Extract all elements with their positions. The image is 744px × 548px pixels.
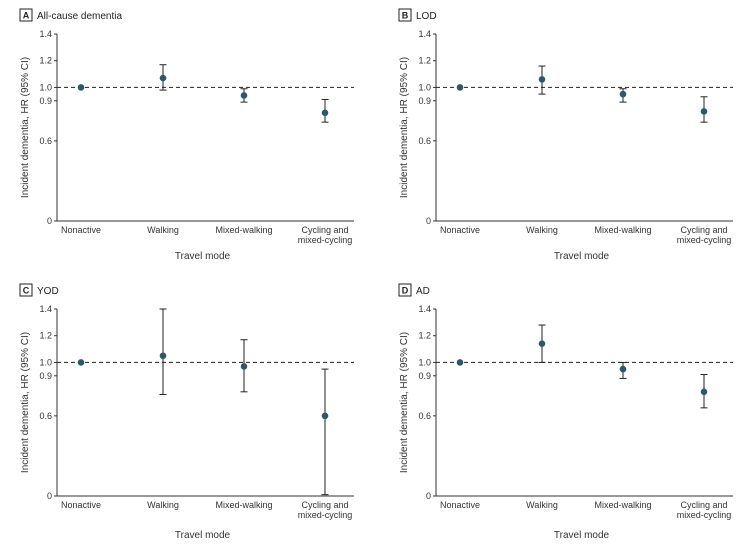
hr-point <box>321 412 329 420</box>
y-tick-label: 0.9 <box>39 96 52 106</box>
y-tick-label: 0.9 <box>39 371 52 381</box>
hr-point <box>456 84 464 91</box>
hr-point <box>77 359 85 366</box>
y-tick-label: 0.6 <box>418 136 431 146</box>
y-axis-title: Incident dementia, HR (95% CI) <box>399 57 410 198</box>
y-tick-label: 1.2 <box>418 56 431 66</box>
y-tick-label: 0.6 <box>418 411 431 421</box>
panel-title: AD <box>416 286 430 297</box>
y-tick-label: 0 <box>426 491 431 501</box>
category-label: Cycling and mixed-cycling <box>677 500 732 520</box>
panel-d: D AD 0 0.6 0.9 1.0 1.2 1.4 Incident dementia, HR… <box>398 283 733 541</box>
hr-point <box>240 92 248 99</box>
hr-point <box>538 76 546 83</box>
y-tick-label: 1.0 <box>39 357 52 367</box>
panel-title: YOD <box>37 286 59 297</box>
hr-point <box>240 363 248 370</box>
panel-letter-box <box>398 8 412 22</box>
hr-point <box>700 108 708 115</box>
y-tick-label: 1.2 <box>39 56 52 66</box>
panel-letter: C <box>23 286 30 296</box>
category-label: Nonactive <box>61 225 101 235</box>
y-tick-label: 1.0 <box>39 82 52 92</box>
panel-b: B LOD 0 0.6 0.9 1.0 1.2 1.4 Incident dementia, H… <box>398 8 733 262</box>
y-tick-label: 1.2 <box>418 331 431 341</box>
y-tick-label: 1.0 <box>418 357 431 367</box>
category-label: Mixed-walking <box>594 225 651 235</box>
hr-point <box>619 90 627 98</box>
y-tick-label: 1.4 <box>39 29 52 39</box>
hr-point <box>538 340 546 348</box>
panel-title: LOD <box>416 11 437 22</box>
panel-letter-box <box>19 8 33 22</box>
x-axis-title: Travel mode <box>175 530 231 541</box>
y-tick-label: 1.4 <box>39 304 52 314</box>
y-tick-label: 1.4 <box>418 29 431 39</box>
y-axis-title: Incident dementia, HR (95% CI) <box>20 332 31 473</box>
category-label: Cycling and mixed-cycling <box>298 500 353 520</box>
hr-point <box>321 109 329 117</box>
category-label: Walking <box>147 500 179 510</box>
category-label: Nonactive <box>440 500 480 510</box>
y-axis-title: Incident dementia, HR (95% CI) <box>399 332 410 473</box>
hr-point <box>77 84 85 91</box>
panel-letter: B <box>402 11 409 21</box>
y-tick-label: 1.0 <box>418 82 431 92</box>
category-label: Nonactive <box>61 500 101 510</box>
category-label: Cycling and mixed-cycling <box>677 225 732 245</box>
y-tick-label: 0.6 <box>39 136 52 146</box>
category-label: Mixed-walking <box>215 225 272 235</box>
y-tick-label: 0 <box>426 216 431 226</box>
panel-letter: D <box>402 286 409 296</box>
hr-point <box>619 365 627 373</box>
panel-title: All-cause dementia <box>37 11 122 22</box>
hr-point <box>159 74 167 82</box>
y-tick-label: 0 <box>47 491 52 501</box>
panel-letter: A <box>23 11 30 21</box>
category-label: Walking <box>147 225 179 235</box>
panel-letter-box <box>398 283 412 297</box>
hr-point <box>700 388 708 396</box>
y-tick-label: 0.9 <box>418 371 431 381</box>
y-axis-title: Incident dementia, HR (95% CI) <box>20 57 31 198</box>
panel-letter-box <box>19 283 33 297</box>
y-tick-label: 1.4 <box>418 304 431 314</box>
x-axis-title: Travel mode <box>554 530 610 541</box>
hr-point <box>159 352 167 360</box>
category-label: Nonactive <box>440 225 480 235</box>
x-axis-title: Travel mode <box>175 251 231 262</box>
y-tick-label: 0.6 <box>39 411 52 421</box>
y-tick-label: 0 <box>47 216 52 226</box>
category-label: Walking <box>526 500 558 510</box>
x-axis-title: Travel mode <box>554 251 610 262</box>
category-label: Cycling and mixed-cycling <box>298 225 353 245</box>
hr-point <box>456 359 464 366</box>
category-label: Mixed-walking <box>215 500 272 510</box>
y-tick-label: 0.9 <box>418 96 431 106</box>
y-tick-label: 1.2 <box>39 331 52 341</box>
category-label: Walking <box>526 225 558 235</box>
panel-c: C YOD 0 0.6 0.9 1.0 1.2 1.4 Incident dementia, H… <box>19 283 354 541</box>
panel-a: A All-cause dementia 0 0.6 0.9 1.0 1.2 1.4 Incid… <box>19 8 354 262</box>
category-label: Mixed-walking <box>594 500 651 510</box>
